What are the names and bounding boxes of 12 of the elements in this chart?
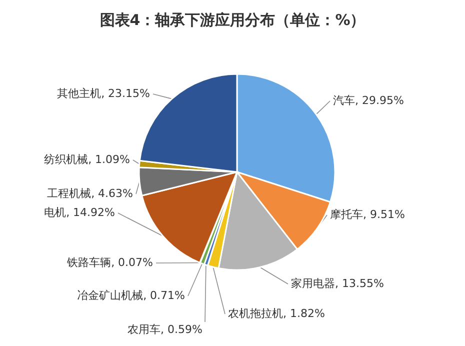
slice-label: 家用电器, 13.55% — [291, 277, 384, 290]
slice-label: 工程机械, 4.63% — [47, 187, 133, 200]
slice-label: 纺织机械, 1.09% — [44, 153, 130, 166]
slice-label: 其他主机, 23.15% — [57, 87, 150, 100]
slice-label: 冶金矿山机械, 0.71% — [77, 289, 185, 302]
slice-label: 电机, 14.92% — [44, 206, 115, 219]
chart-title: 图表4：轴承下游应用分布（单位：%） — [100, 11, 366, 29]
slice-label: 铁路车辆, 0.07% — [66, 256, 153, 269]
slice-label: 摩托车, 9.51% — [330, 208, 405, 221]
slice-label: 农机拖拉机, 1.82% — [228, 307, 325, 320]
slice-label: 农用车, 0.59% — [128, 323, 202, 336]
slice-label: 汽车, 29.95% — [333, 94, 404, 107]
